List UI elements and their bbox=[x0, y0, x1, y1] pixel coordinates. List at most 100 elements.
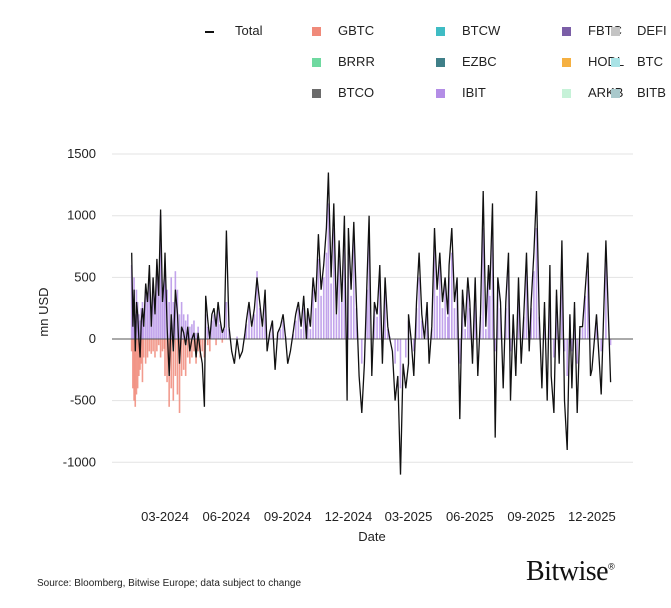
legend-swatch bbox=[436, 27, 445, 36]
bar-ibit bbox=[144, 289, 147, 339]
legend-label: Total bbox=[235, 23, 263, 38]
bar-gbtc bbox=[161, 339, 164, 352]
bar-ibit bbox=[320, 295, 322, 339]
bar-ibit bbox=[366, 289, 368, 339]
bar-ibit bbox=[464, 329, 466, 339]
bitwise-logo: Bitwise® bbox=[526, 556, 615, 587]
bar-ibit bbox=[156, 265, 158, 339]
bar-ibit bbox=[261, 326, 264, 339]
bar-ibit bbox=[384, 289, 386, 339]
bar-gbtc bbox=[184, 339, 187, 376]
bar-gbtc bbox=[154, 339, 156, 358]
bar-ibit bbox=[350, 295, 352, 339]
bar-ibit bbox=[264, 302, 266, 339]
bar-ibit bbox=[219, 324, 222, 339]
bar-gbtc bbox=[215, 339, 217, 346]
bar-ibit bbox=[482, 228, 484, 339]
legend-swatch bbox=[436, 58, 445, 67]
bar-ibit bbox=[439, 265, 441, 339]
bar-ibit bbox=[386, 329, 389, 339]
bar-ibit bbox=[469, 308, 471, 339]
bar-gbtc bbox=[201, 339, 204, 352]
bar-gbtc bbox=[148, 339, 151, 352]
bar-ibit bbox=[130, 265, 133, 339]
bar-ibit bbox=[330, 283, 332, 339]
bar-ibit bbox=[279, 329, 282, 339]
bar-ibit bbox=[535, 228, 538, 339]
bar-ibit bbox=[178, 314, 181, 339]
bar-gbtc bbox=[141, 339, 144, 383]
legend-swatch bbox=[611, 27, 620, 36]
bar-ibit bbox=[325, 252, 328, 339]
x-axis-label: Date bbox=[358, 529, 385, 544]
bar-ibit bbox=[302, 308, 305, 339]
bar-ibit bbox=[581, 327, 584, 339]
x-tick-label: 12-2025 bbox=[568, 509, 616, 524]
bar-gbtc bbox=[172, 339, 175, 401]
bar-ibit bbox=[420, 320, 423, 339]
bar-ibit bbox=[309, 329, 312, 339]
bar-ibit bbox=[494, 339, 496, 352]
bar-ibit bbox=[360, 339, 363, 364]
bar-ibit bbox=[297, 308, 300, 339]
bar-ibit bbox=[609, 339, 612, 346]
bar-ibit bbox=[533, 271, 535, 339]
bar-ibit bbox=[553, 339, 555, 358]
x-tick-label: 12-2024 bbox=[325, 509, 373, 524]
bar-ibit bbox=[489, 295, 491, 339]
bar-ibit bbox=[404, 339, 407, 358]
bar-ibit bbox=[206, 326, 209, 339]
bar-ibit bbox=[399, 339, 402, 389]
y-tick-label: 0 bbox=[89, 331, 96, 346]
bar-ibit bbox=[507, 271, 510, 339]
bar-gbtc bbox=[176, 339, 179, 395]
bar-gbtc bbox=[159, 339, 162, 358]
bar-ibit bbox=[587, 271, 589, 339]
bar-ibit bbox=[426, 308, 428, 339]
bar-ibit bbox=[433, 240, 436, 339]
bar-ibit bbox=[368, 240, 370, 339]
bar-ibit bbox=[474, 283, 476, 339]
bar-ibit bbox=[571, 339, 573, 352]
bar-ibit bbox=[195, 332, 197, 339]
legend-label: BRRR bbox=[338, 54, 375, 69]
bar-ibit bbox=[157, 289, 160, 339]
bar-ibit bbox=[312, 289, 314, 339]
bar-ibit bbox=[189, 326, 191, 339]
bar-ibit bbox=[327, 203, 330, 339]
bar-ibit bbox=[161, 295, 164, 339]
bar-ibit bbox=[256, 271, 258, 339]
bar-ibit bbox=[338, 258, 340, 339]
bar-ibit bbox=[215, 326, 217, 339]
bar-ibit bbox=[394, 339, 396, 364]
bar-ibit bbox=[418, 277, 420, 339]
legend-swatch bbox=[312, 89, 321, 98]
bar-gbtc bbox=[191, 339, 193, 358]
bar-ibit bbox=[248, 308, 250, 339]
bar-ibit bbox=[509, 339, 512, 352]
bar-gbtc bbox=[142, 339, 145, 358]
y-axis-label: mn USD bbox=[36, 287, 51, 336]
x-tick-label: 03-2024 bbox=[141, 509, 189, 524]
bar-gbtc bbox=[166, 339, 168, 383]
bar-ibit bbox=[294, 320, 297, 339]
x-tick-label: 09-2024 bbox=[264, 509, 312, 524]
bar-gbtc bbox=[178, 339, 181, 413]
bar-ibit bbox=[168, 302, 170, 339]
bar-ibit bbox=[523, 316, 525, 339]
bar-ibit bbox=[182, 314, 185, 339]
y-tick-label: 500 bbox=[74, 269, 96, 284]
bar-ibit bbox=[412, 339, 415, 352]
bar-gbtc bbox=[130, 339, 133, 352]
bar-ibit bbox=[485, 329, 487, 339]
bar-ibit bbox=[584, 295, 587, 339]
bar-ibit bbox=[159, 215, 162, 339]
bar-ibit bbox=[154, 302, 156, 339]
bar-gbtc bbox=[140, 339, 143, 364]
bar-ibit bbox=[258, 308, 261, 339]
legend-label: BTCO bbox=[338, 85, 375, 100]
bar-ibit bbox=[282, 320, 284, 339]
legend-swatch bbox=[562, 89, 571, 98]
bar-gbtc bbox=[144, 339, 147, 364]
